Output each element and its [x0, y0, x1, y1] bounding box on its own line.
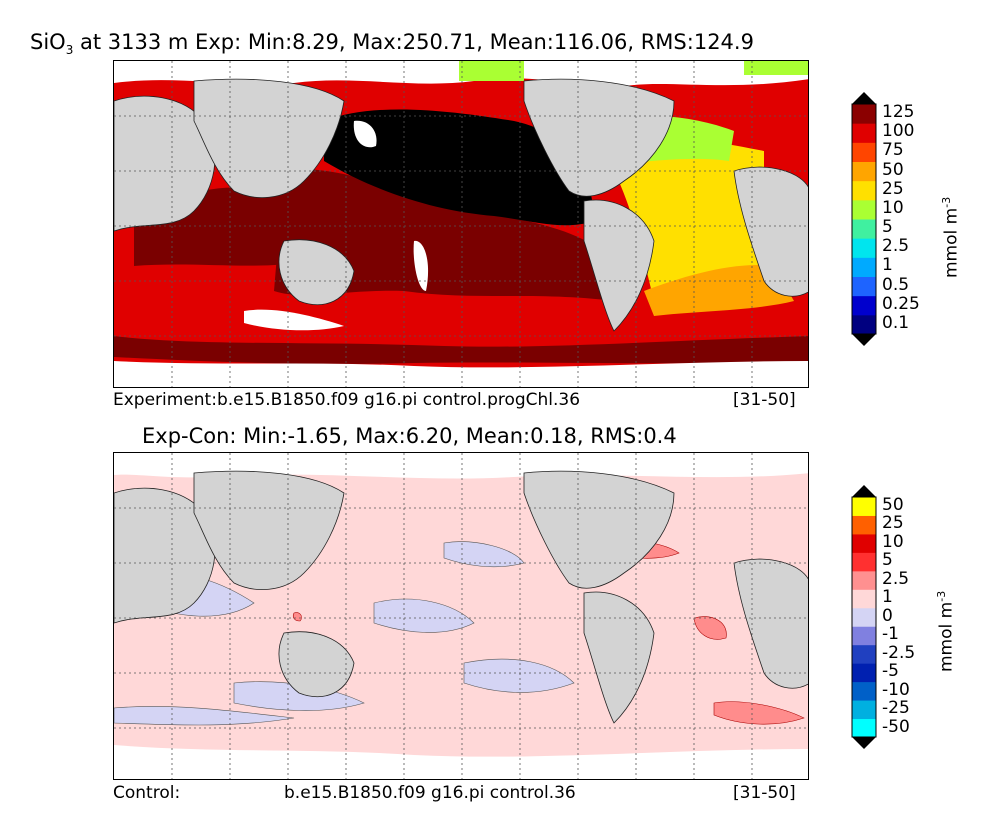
bottom-colorbar-band [852, 718, 876, 738]
bottom-colorbar-band [852, 700, 876, 720]
bottom-colorbar-band [852, 607, 876, 627]
continents [114, 78, 808, 332]
bottom-colorbar-tick-label: -25 [882, 698, 910, 719]
top-colorbar-band [852, 104, 876, 124]
top-colorbar-band [852, 295, 876, 316]
bottom-colorbar-band [852, 644, 876, 664]
top-colorbar-band [852, 238, 876, 258]
top-caption-right: [31-50] [733, 390, 796, 410]
top-colorbar-tick-label: 75 [882, 140, 904, 161]
bottom-colorbar-tick-label: 25 [882, 513, 904, 534]
top-colorbar-band [852, 123, 876, 143]
top-map-svg [114, 61, 808, 387]
bottom-colorbar-band [852, 497, 876, 516]
top-panel-title: SiO3 at 3133 m Exp: Min:8.29, Max:250.71… [30, 30, 754, 58]
bottom-colorbar-band [852, 663, 876, 683]
bottom-colorbar-band [852, 589, 876, 609]
continents-bottom [114, 470, 808, 724]
top-colorbar-band [852, 142, 876, 162]
bottom-colorbar-tick-label: -1 [882, 624, 899, 645]
top-colorbar-under-arrow [852, 334, 876, 346]
bottom-colorbar-tick-label: -5 [882, 661, 899, 682]
bottom-caption-right: [31-50] [733, 783, 796, 803]
top-colorbar-band [852, 314, 876, 335]
top-colorbar [850, 92, 878, 346]
bottom-colorbar-band [852, 552, 876, 572]
top-colorbar-tick-label: 125 [882, 102, 915, 122]
bottom-colorbar-tick-label: 5 [882, 550, 893, 571]
bottom-unit-label: mmol m-3 [935, 590, 957, 672]
top-colorbar-band [852, 276, 876, 297]
bottom-colorbar-band [852, 570, 876, 590]
bottom-map-svg [114, 453, 808, 779]
bottom-colorbar-svg [851, 485, 877, 749]
top-colorbar-band [852, 219, 876, 239]
bottom-colorbar-tick-label: 10 [882, 531, 904, 552]
top-colorbar-over-arrow [852, 92, 876, 104]
bottom-colorbar-band [852, 515, 876, 535]
south-atlantic-orange [644, 265, 794, 316]
top-colorbar-tick-label: 10 [882, 197, 904, 218]
top-colorbar-tick-label: 100 [882, 121, 915, 142]
bottom-colorbar [850, 485, 878, 749]
bottom-grid [114, 453, 808, 779]
bottom-caption-left: Control: [113, 783, 181, 803]
bottom-colorbar-under-arrow [852, 737, 876, 749]
bottom-colorbar-tick-label: 1 [882, 587, 893, 608]
top-colorbar-tick-label: 5 [882, 217, 893, 237]
bottom-caption-mid: b.e15.B1850.f09 g16.pi control.36 [284, 783, 576, 803]
top-map [113, 60, 809, 388]
arctic-green [459, 61, 524, 81]
pacific-darkred [274, 169, 614, 301]
top-colorbar-band [852, 161, 876, 182]
antarctica-ice [114, 361, 808, 387]
bottom-colorbar-over-arrow [852, 485, 876, 497]
bottom-colorbar-band [852, 626, 876, 646]
top-colorbar-band [852, 180, 876, 201]
top-colorbar-band [852, 257, 876, 277]
bottom-colorbar-tick-label: 2.5 [882, 568, 910, 589]
antarctic-darkred [114, 336, 808, 364]
top-colorbar-tick-label: 25 [882, 178, 904, 199]
top-colorbar-tick-label: 1 [882, 255, 893, 276]
top-colorbar-tick-label: 2.5 [882, 236, 910, 257]
top-colorbar-svg [851, 92, 877, 346]
north-pacific-black [324, 109, 594, 226]
atlantic-yellow [614, 136, 764, 301]
top-colorbar-tick-label: 0.5 [882, 274, 910, 295]
top-colorbar-tick-label: 0.1 [882, 312, 910, 333]
top-caption-left: Experiment:b.e15.B1850.f09 g16.pi contro… [113, 390, 581, 410]
bottom-colorbar-tick-label: -50 [882, 716, 910, 737]
top-colorbar-tick-label: 0.25 [882, 293, 920, 314]
top-unit-label: mmol m-3 [940, 196, 962, 278]
bottom-map [113, 452, 809, 780]
bottom-colorbar-band [852, 533, 876, 553]
bottom-colorbar-tick-label: 0 [882, 605, 893, 626]
bottom-colorbar-tick-label: 50 [882, 495, 904, 515]
top-grid [114, 61, 808, 387]
top-colorbar-tick-label: 50 [882, 159, 904, 180]
bottom-panel-title: Exp-Con: Min:-1.65, Max:6.20, Mean:0.18,… [142, 424, 677, 448]
bottom-colorbar-tick-label: -2.5 [882, 642, 916, 663]
bottom-colorbar-band [852, 681, 876, 701]
bottom-colorbar-tick-label: -10 [882, 679, 910, 700]
top-colorbar-band [852, 199, 876, 220]
